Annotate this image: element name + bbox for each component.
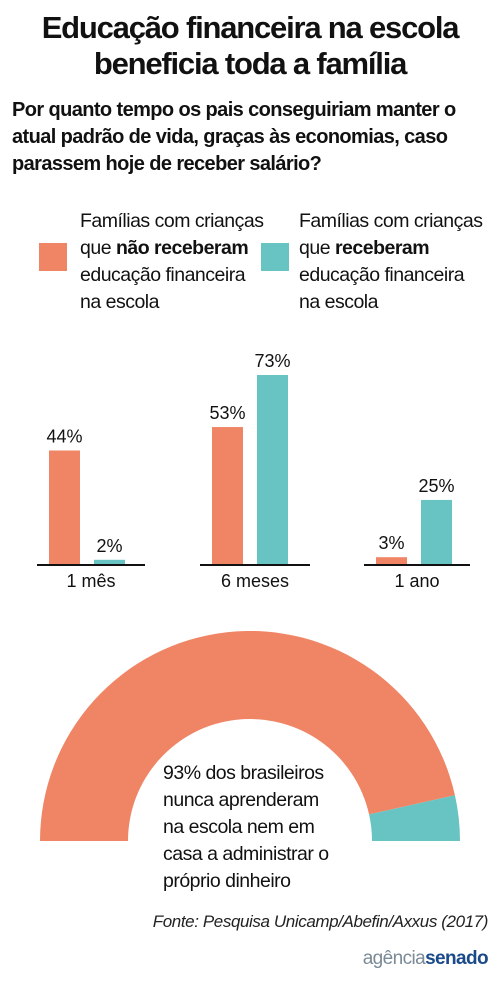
category-label: 1 ano: [394, 571, 439, 591]
title-line-1: Educação financeira na escola: [41, 10, 460, 45]
question-line-3: parassem hoje de receber salário?: [12, 153, 322, 175]
bar-not-received-2: [376, 557, 407, 565]
question-text: Por quanto tempo os pais conseguiriam ma…: [12, 97, 492, 178]
bar-value-label: 3%: [378, 533, 404, 553]
question-line-1: Por quanto tempo os pais conseguiriam ma…: [12, 99, 456, 121]
bar-value-label: 73%: [254, 351, 290, 371]
gauge-slice-never-learned: [40, 630, 455, 841]
legend-line-bold: receberam: [334, 237, 430, 259]
gauge-text: 93% dos brasileiros nunca aprenderam na …: [163, 760, 373, 895]
gauge-text-line: 93% dos brasileiros: [163, 762, 324, 784]
bar-value-label: 25%: [418, 476, 454, 496]
agencia-senado-logo: agênciasenado: [362, 948, 489, 970]
source-note: Fonte: Pesquisa Unicamp/Abefin/Axxus (20…: [152, 912, 489, 931]
legend-line: educação financeira: [80, 264, 246, 286]
legend-line: Famílias com crianças: [299, 210, 483, 232]
gauge-text-line: na escola nem em: [163, 816, 315, 838]
bar-received-1: [257, 375, 288, 565]
bar-value-label: 44%: [46, 426, 82, 446]
legend-swatch-not-received: [39, 243, 67, 271]
legend-line-pre: que: [80, 237, 116, 259]
bar-not-received-0: [49, 450, 80, 565]
bar-chart: 44% 2% 1 mês 53% 73% 6 meses 3% 25% 1 ano: [37, 351, 470, 591]
title-line-2: beneficia toda a família: [93, 46, 408, 81]
bar-value-label: 2%: [96, 536, 122, 556]
legend-line: na escola: [299, 291, 378, 313]
legend-text-not-received: Famílias com crianças que não receberam …: [80, 208, 264, 316]
gauge-text-line: próprio dinheiro: [163, 870, 291, 892]
legend-line: que não receberam: [80, 235, 263, 262]
bar-value-label: 53%: [209, 403, 245, 423]
bar-received-0: [94, 559, 125, 565]
legend-line: Famílias com crianças: [80, 210, 264, 232]
logo-part-1: agência: [362, 948, 426, 969]
legend-line-pre: que: [299, 237, 335, 259]
bar-received-2: [421, 499, 452, 565]
half-donut-chart: [40, 630, 460, 841]
gauge-text-line: nunca aprenderam: [163, 789, 319, 811]
legend-line-bold: não receberam: [115, 237, 249, 259]
category-label: 6 meses: [221, 571, 289, 591]
chart-title: Educação financeira na escola beneficia …: [0, 10, 500, 82]
legend-line: educação financeira: [299, 264, 465, 286]
legend-swatch-received: [261, 243, 289, 271]
category-label: 1 mês: [66, 571, 115, 591]
question-line-2: atual padrão de vida, graças às economia…: [12, 126, 448, 148]
gauge-slice-learned: [369, 795, 460, 841]
logo-part-2: senado: [425, 948, 489, 969]
bar-not-received-1: [212, 427, 243, 565]
legend-line: que receberam: [299, 235, 482, 262]
legend-text-received: Famílias com crianças que receberam educ…: [299, 208, 483, 316]
gauge-text-line: casa a administrar o: [163, 843, 329, 865]
legend-line: na escola: [80, 291, 159, 313]
